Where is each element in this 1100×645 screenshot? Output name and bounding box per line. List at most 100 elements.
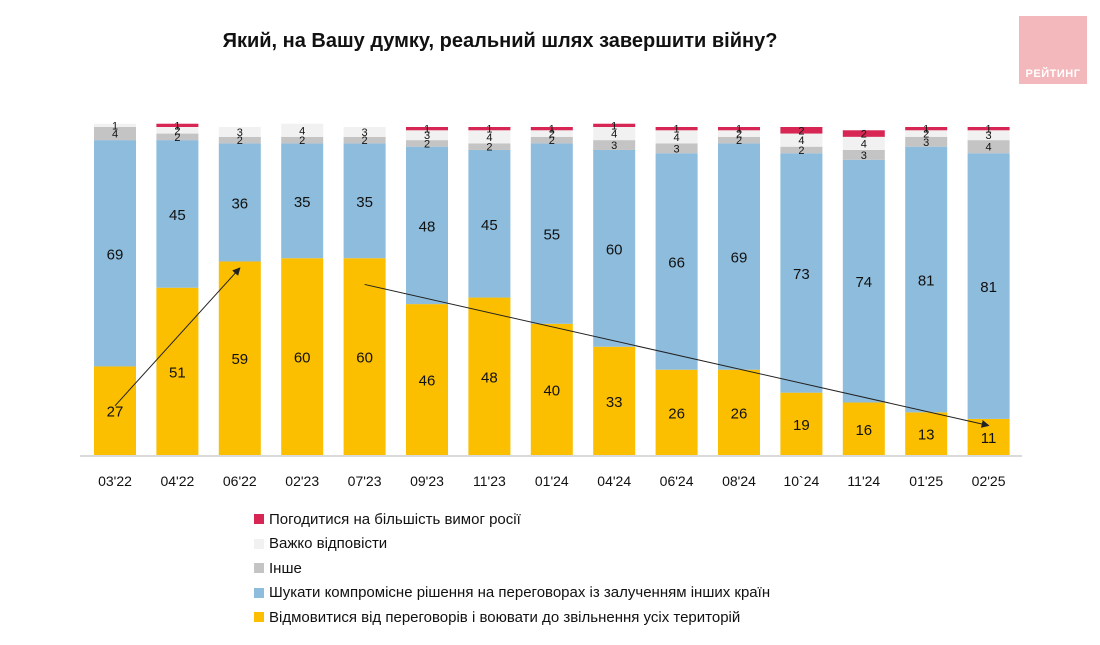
bar-segment [655,127,698,131]
bar-segment [94,123,136,127]
bar-segment [281,258,324,455]
data-label: 1 [112,120,118,132]
data-label: 1 [923,124,929,136]
bar-segment [780,133,823,147]
data-label: 3 [237,127,243,139]
bar-segment [905,130,948,137]
bar-segment [156,287,199,455]
logo-text: РЕЙТИНГ [1025,68,1081,80]
data-label: 35 [356,194,373,211]
data-label: 59 [231,351,248,368]
bar-segment [530,127,573,131]
bar-segment [156,123,199,127]
legend-swatch [254,612,264,623]
x-tick-label: 01'24 [535,473,569,489]
data-label: 13 [918,427,935,444]
bar-segment [655,153,698,370]
x-tick-label: 06'22 [223,473,257,489]
legend-label: Відмовитися від переговорів і воювати до… [269,608,741,626]
bar-segment [905,146,948,413]
bar-segment [281,123,324,137]
bar-segment [406,146,448,305]
x-tick-label: 02'23 [285,473,319,489]
bar-segment [593,346,636,455]
data-label: 1 [549,124,555,136]
data-label: 4 [986,142,992,154]
bar-segment [156,127,199,134]
bar-segment [655,369,698,455]
bar-segment [281,143,324,259]
x-tick-label: 11'24 [847,473,880,489]
data-label: 1 [736,124,742,136]
x-tick-label: 04'22 [160,473,194,489]
data-label: 2 [798,145,804,157]
data-label: 2 [798,125,804,137]
data-label: 2 [174,132,180,144]
data-label: 4 [112,129,118,141]
data-label: 2 [486,142,492,154]
chart-title: Який, на Вашу думку, реальний шлях завер… [222,30,778,52]
data-label: 4 [486,132,492,144]
x-tick-label: 08'24 [722,473,756,489]
data-label: 2 [237,135,243,147]
bar-segment [530,323,573,455]
bar-segment [343,143,386,259]
legend-label: Погодитися на більшість вимог росії [269,510,521,528]
data-label: 48 [419,218,436,235]
x-tick-label: 03'22 [98,473,132,489]
legend-swatch [254,538,264,549]
data-label: 60 [356,350,373,367]
bar-segment [406,140,448,147]
data-label: 2 [736,129,742,141]
bar-segment [94,140,136,367]
legend-item: Інше [254,556,770,581]
bar-segment [905,412,948,455]
data-label: 1 [986,124,992,136]
data-label: 81 [980,279,997,296]
bar-segment [780,392,823,455]
bar-segment [281,136,324,144]
bar-segment [655,130,698,144]
data-label: 3 [611,140,617,152]
x-tick-label: 11'23 [473,473,506,489]
x-tick-label: 09'23 [410,473,444,489]
bar-segment [530,136,573,144]
data-label: 51 [169,364,186,381]
bar-segment [530,143,573,324]
legend-item: Погодитися на більшість вимог росії [254,507,770,532]
data-label: 35 [294,194,311,211]
bar-segment [967,153,1010,419]
bar-segment [718,143,760,370]
data-label: 4 [674,132,680,144]
data-label: 4 [798,135,804,147]
x-tick-label: 10`24 [783,473,819,489]
rating-logo: РЕЙТИНГ [1019,16,1087,84]
legend-item: Відмовитися від переговорів і воювати до… [254,605,770,630]
data-label: 4 [611,129,617,141]
legend-swatch [254,514,264,525]
data-label: 66 [668,254,685,271]
legend-label: Шукати компромісне рішення на переговора… [269,584,771,602]
bar-segment [593,127,636,141]
data-label: 69 [731,250,748,267]
bar-segment [905,136,948,147]
data-label: 2 [549,135,555,147]
legend-swatch [254,587,264,598]
data-label: 19 [793,417,810,434]
bar-segment [718,130,760,137]
data-label: 46 [419,373,436,390]
data-label: 3 [986,130,992,142]
bar-segment [406,127,448,131]
data-label: 60 [606,241,623,258]
data-label: 4 [299,125,305,137]
bar-segment [343,127,386,137]
bar-segment [718,369,760,455]
legend-item: Важко відповісти [254,532,770,557]
data-label: 3 [674,143,680,155]
bar-segment [156,140,199,288]
data-label: 2 [923,129,929,141]
x-tick-label: 06'24 [660,473,694,489]
bar-segment [94,366,136,455]
bar-segment [593,140,636,150]
data-label: 1 [486,124,492,136]
